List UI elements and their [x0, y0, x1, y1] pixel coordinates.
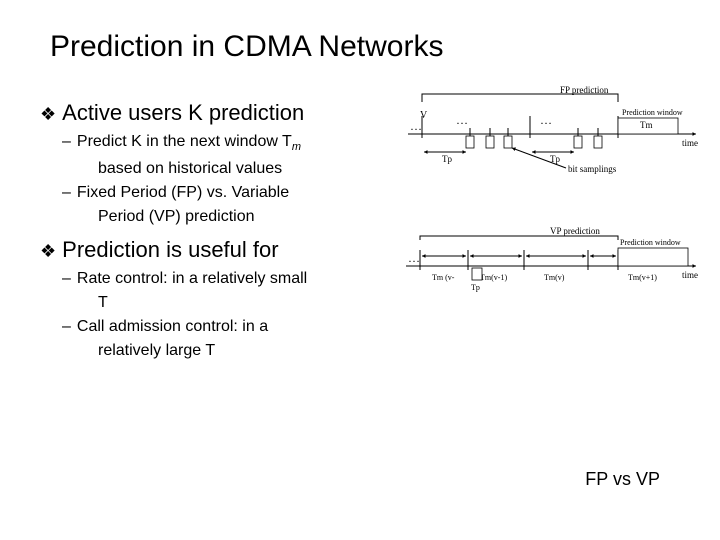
svg-text:…: … [408, 251, 420, 265]
bullet-1-2: –Fixed Period (FP) vs. Variable [80, 183, 400, 203]
heading-text: Prediction is useful for [62, 237, 278, 262]
svg-text:…: … [410, 119, 422, 133]
fp-diagram: time…TpTp……VFP predictionPrediction wind… [400, 84, 700, 184]
svg-text:Tm(v-1): Tm(v-1) [480, 273, 507, 282]
bullet-2-2b: relatively large T [98, 341, 400, 361]
figure-caption: FP vs VP [585, 469, 660, 490]
svg-text:…: … [456, 113, 468, 127]
heading-text: Active users K prediction [62, 100, 304, 125]
text-column: ❖Active users K prediction –Predict K in… [40, 94, 400, 365]
svg-text:Tm(v+1): Tm(v+1) [628, 273, 657, 282]
svg-text:Prediction window: Prediction window [622, 108, 683, 117]
figure-column: time…TpTp……VFP predictionPrediction wind… [400, 94, 680, 365]
svg-text:Tm: Tm [640, 120, 653, 130]
bullet-2-1: –Rate control: in a relatively small [80, 269, 400, 289]
svg-text:V: V [420, 110, 428, 121]
svg-text:Tp: Tp [471, 283, 480, 292]
bullet-1-1b: based on historical values [98, 159, 400, 179]
svg-text:Tm (v-: Tm (v- [432, 273, 455, 282]
svg-text:time: time [682, 270, 698, 280]
bullet-2-2: –Call admission control: in a [80, 317, 400, 337]
bullet-1-2b: Period (VP) prediction [98, 207, 400, 227]
svg-text:…: … [540, 113, 552, 127]
svg-text:VP prediction: VP prediction [550, 226, 600, 236]
svg-text:Tm(v): Tm(v) [544, 273, 565, 282]
section-2-heading: ❖Prediction is useful for [40, 237, 400, 263]
svg-text:bit samplings: bit samplings [568, 164, 617, 174]
svg-text:time: time [682, 138, 698, 148]
bullet-2-1b: T [98, 293, 400, 313]
svg-text:Prediction window: Prediction window [620, 238, 681, 247]
svg-text:Tp: Tp [442, 154, 452, 164]
svg-text:FP prediction: FP prediction [560, 85, 609, 95]
section-1-heading: ❖Active users K prediction [40, 100, 400, 126]
vp-diagram: time … Tm (v- Tm(v-1) Tm(v) Tm(v+1) Tp VP predi… [400, 224, 700, 304]
slide-title: Prediction in CDMA Networks [50, 30, 680, 64]
bullet-1-1: –Predict K in the next window Tm [80, 132, 400, 155]
